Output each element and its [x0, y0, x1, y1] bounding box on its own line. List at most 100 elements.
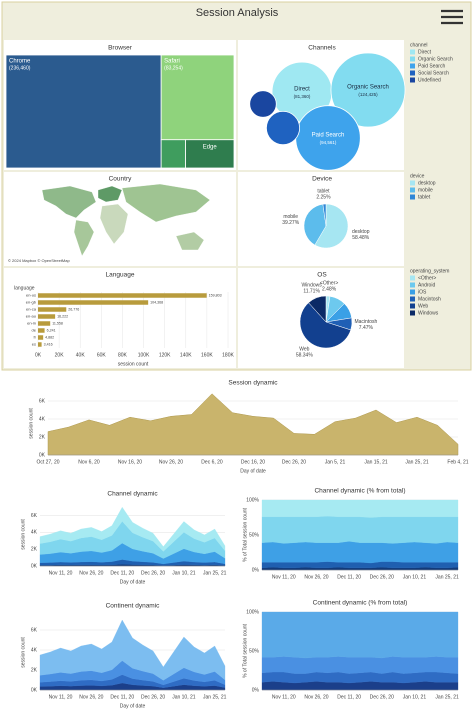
pie-label: mobile — [283, 214, 298, 220]
x-tick-label: 100K — [138, 352, 150, 358]
legend-label: Social Search — [418, 70, 449, 76]
x-tick-label: Jan 10, 21 — [172, 694, 196, 700]
legend-swatch — [410, 63, 415, 69]
y-tick-label: de — [32, 328, 37, 333]
north-america — [41, 185, 97, 219]
bar-value: 11,558 — [52, 321, 63, 325]
x-tick-label: Jan 5, 21 — [325, 459, 346, 465]
legend-label: Direct — [418, 49, 432, 55]
x-tick-label: 160K — [201, 352, 213, 358]
x-tick-label: Dec 26, 20 — [282, 459, 306, 465]
stacked-area — [261, 611, 459, 659]
legend-label: Organic Search — [418, 56, 453, 62]
pie-label: desktop — [352, 229, 370, 235]
treemap-value: (83,254) — [164, 65, 183, 71]
page-title: Session Analysis — [196, 7, 279, 19]
treemap-cell — [5, 54, 162, 169]
x-tick-label: Dec 11, 20 — [110, 570, 134, 576]
x-tick-label: Dec 11, 20 — [337, 694, 361, 700]
pie-label: Windows — [301, 283, 322, 289]
stacked-area — [261, 541, 459, 564]
y-tick-label: 2K — [31, 667, 38, 673]
x-tick-label: Nov 6, 20 — [78, 459, 100, 465]
x-tick-label: Dec 26, 20 — [141, 694, 165, 700]
bubble — [249, 90, 277, 118]
legend-title: channel — [410, 42, 428, 48]
legend-swatch — [410, 56, 415, 62]
pie-slice — [303, 203, 327, 246]
x-axis-label: Day of date — [120, 703, 146, 709]
pie-label: tablet — [317, 188, 330, 194]
chart-title: Browser — [108, 45, 133, 52]
bar-value: 104,368 — [150, 300, 163, 304]
y-tick-label: en-ca — [26, 307, 37, 312]
y-axis-label: session count — [28, 408, 34, 439]
menu-icon[interactable] — [441, 9, 463, 25]
x-tick-label: Nov 26, 20 — [304, 694, 328, 700]
x-tick-label: Jan 25, 21 — [435, 574, 459, 580]
x-tick-label: Dec 11, 20 — [337, 574, 361, 580]
bar-value: 159,803 — [209, 293, 222, 297]
x-tick-label: 60K — [97, 352, 107, 358]
treemap-cell — [160, 139, 186, 169]
africa — [99, 203, 129, 245]
x-tick-label: 180K — [222, 352, 234, 358]
y-tick-label: 0K — [31, 687, 38, 693]
treemap-cell — [185, 139, 235, 169]
y-tick-label: 0K — [31, 563, 38, 569]
pie-label: Macintosh — [354, 319, 377, 325]
bar — [38, 342, 42, 347]
x-tick-label: Dec 26, 20 — [141, 570, 165, 576]
y-axis-label: session count — [20, 519, 26, 550]
legend-label: Web — [418, 303, 428, 309]
pie-value: 11.71% — [303, 289, 320, 295]
south-america — [73, 219, 95, 257]
pie-slice — [308, 295, 327, 323]
bubble-label: Organic Search — [347, 85, 389, 91]
pie-value: 2.48% — [322, 286, 337, 292]
treemap-label: Edge — [203, 144, 218, 150]
x-tick-label: Jan 10, 21 — [172, 570, 196, 576]
x-tick-label: Jan 25, 21 — [405, 459, 429, 465]
x-axis-label: session count — [118, 361, 149, 367]
bar-value: 26,776 — [68, 307, 79, 311]
chart-title: Channels — [308, 45, 336, 52]
pie-slice — [322, 203, 327, 227]
treemap-value: (236,460) — [9, 65, 31, 71]
y-tick-label: 100% — [246, 609, 259, 615]
x-tick-label: 140K — [180, 352, 192, 358]
y-tick-label: 0K — [39, 452, 46, 458]
chart-title: Continent dynamic (% from total) — [313, 600, 408, 607]
y-tick-label: fr — [34, 335, 37, 340]
legend-label: iOS — [418, 289, 427, 295]
legend-label: Macintosh — [418, 296, 441, 302]
x-tick-label: Dec 16, 20 — [241, 459, 265, 465]
legend-label: mobile — [418, 187, 433, 193]
legend-label: desktop — [418, 180, 436, 186]
stacked-area — [261, 671, 459, 684]
legend-swatch — [410, 187, 415, 193]
x-tick-label: 0K — [35, 352, 42, 358]
treemap-label: Safari — [164, 59, 180, 65]
y-tick-label: 6K — [39, 398, 46, 404]
legend-label: Windows — [418, 310, 439, 316]
map-attribution: © 2024 Mapbox © OpenStreetMap — [8, 258, 70, 263]
area — [47, 393, 459, 456]
x-tick-label: Nov 11, 20 — [272, 574, 296, 580]
bar-value: 4,882 — [45, 335, 54, 339]
pie-label: Web — [299, 347, 309, 353]
pie-label: <Other> — [320, 280, 338, 286]
chart-title: Country — [109, 176, 133, 183]
bar-value: 16,222 — [57, 314, 68, 318]
legend-title: operating_system — [410, 268, 449, 274]
legend-swatch — [410, 289, 415, 295]
x-tick-label: Feb 4, 21 — [447, 459, 468, 465]
legend-label: Undefined — [418, 77, 441, 83]
y-tick-label: en-gb — [26, 300, 37, 305]
y-tick-label: 0% — [252, 567, 260, 573]
legend-label: <Other> — [418, 275, 436, 281]
legend-swatch — [410, 77, 415, 83]
stacked-area — [261, 561, 459, 569]
australia — [175, 231, 205, 251]
y-tick-label: en-us — [26, 293, 36, 298]
